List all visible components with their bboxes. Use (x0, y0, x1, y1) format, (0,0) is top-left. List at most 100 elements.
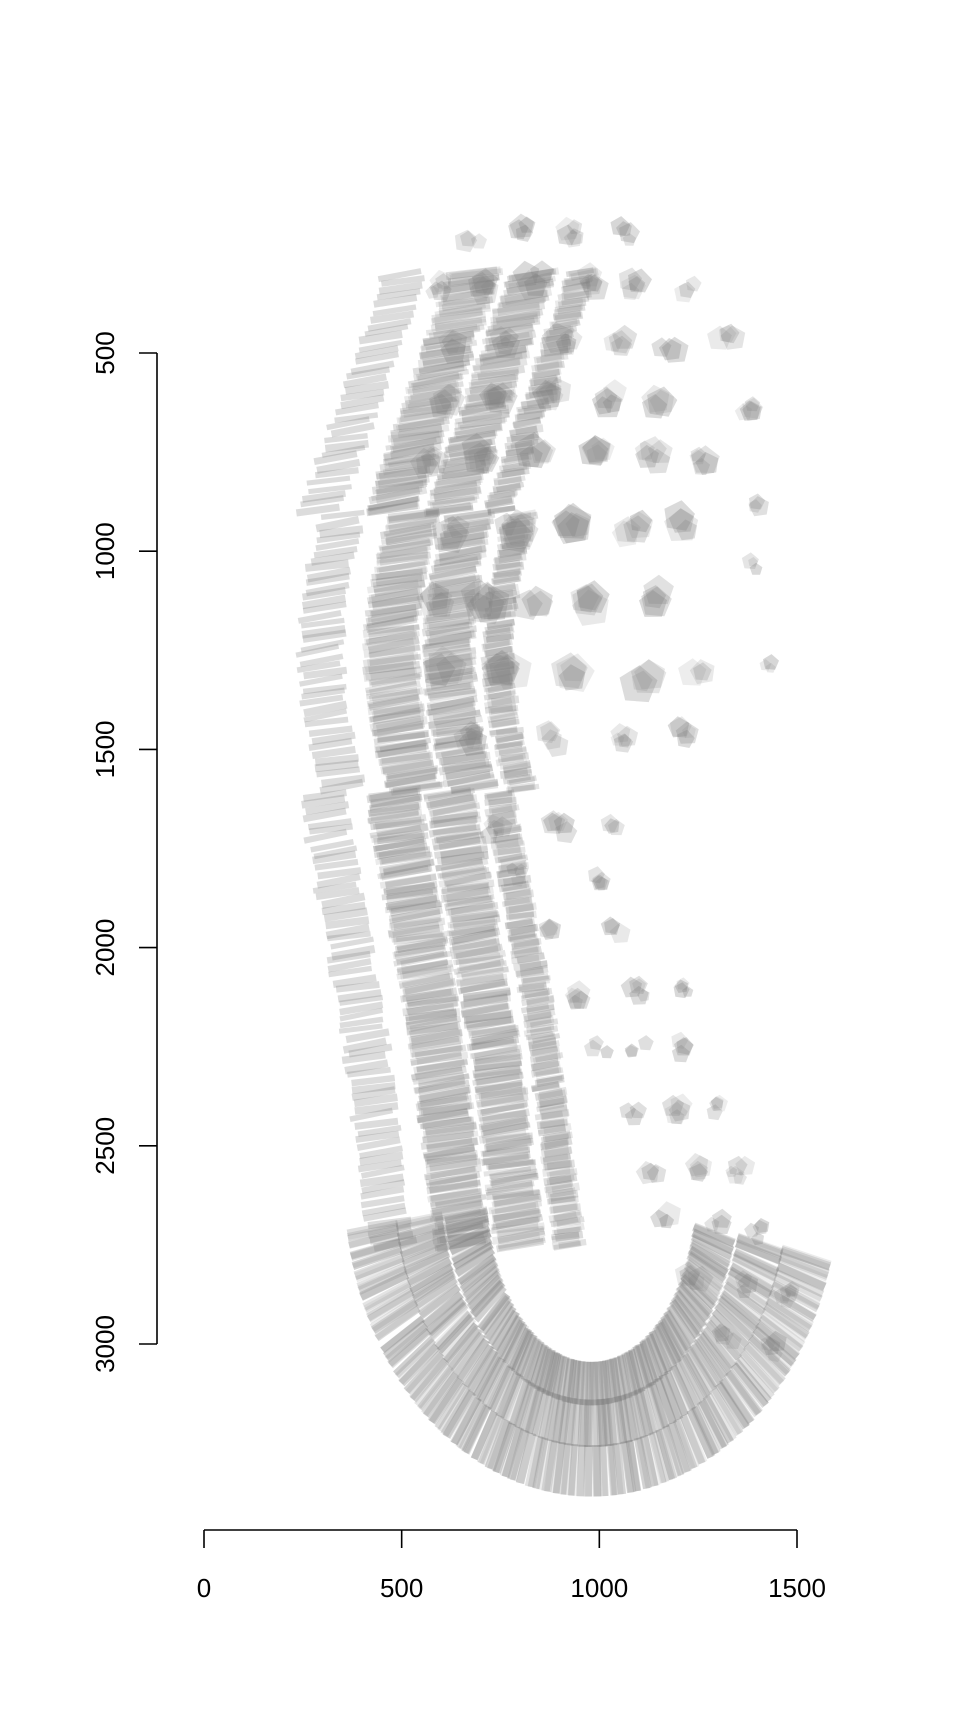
band-tick (490, 695, 520, 706)
band-tick (417, 369, 470, 381)
heel-bar (443, 1322, 479, 1363)
band-tick (447, 273, 500, 286)
band-tick (506, 278, 555, 296)
band-tick (420, 1100, 473, 1116)
heel-bar (398, 1343, 441, 1387)
band-tick (488, 1159, 537, 1170)
tread-lug (545, 734, 569, 757)
band-tick (419, 1116, 472, 1130)
band-tick (384, 873, 437, 889)
heel-bar (663, 1369, 689, 1417)
band-tick (432, 823, 481, 836)
band-tick (425, 339, 478, 353)
band-tick (376, 842, 429, 860)
band-tick (530, 375, 559, 387)
band-tick (302, 683, 347, 695)
band-tick (486, 695, 516, 708)
heel-bar (648, 1381, 669, 1429)
band-tick (369, 707, 422, 723)
band-tick (461, 409, 510, 423)
band-tick (447, 900, 496, 916)
band-tick (431, 493, 480, 509)
heel-bar (363, 1283, 414, 1317)
band-tick (497, 547, 526, 557)
band-tick (529, 374, 558, 387)
band-tick (487, 490, 516, 502)
tread-lug (512, 260, 540, 288)
tread-lug (604, 918, 620, 934)
heel-bar (357, 1265, 408, 1295)
heel-bar (447, 1224, 491, 1248)
band-tick (434, 1216, 487, 1228)
tread-lug (468, 271, 495, 299)
band-tick (500, 862, 530, 873)
heel-bar (544, 1440, 559, 1493)
band-tick (379, 851, 432, 866)
heel-bar (551, 1354, 567, 1400)
band-tick (433, 580, 482, 598)
heel-bar (446, 1219, 490, 1241)
heel-bar (434, 1382, 468, 1430)
heel-bar (686, 1250, 727, 1282)
heel-bar (533, 1346, 552, 1390)
band-tick (401, 959, 454, 975)
tread-lug (570, 584, 600, 613)
heel-bar (527, 1435, 546, 1489)
band-tick (434, 730, 483, 746)
heel-bar (476, 1413, 503, 1464)
tread-lug (594, 386, 618, 409)
band-tick (505, 446, 534, 457)
band-tick (362, 651, 415, 668)
band-tick (417, 1110, 470, 1124)
heel-bar (403, 1350, 444, 1394)
band-tick (440, 538, 489, 551)
band-tick (423, 1143, 476, 1162)
heel-bar (735, 1241, 782, 1265)
tread-lug (538, 918, 559, 939)
tread-lug (536, 720, 559, 744)
band-tick (561, 296, 590, 306)
band-tick (365, 667, 418, 681)
heel-bar (562, 1358, 575, 1403)
band-tick (492, 559, 521, 571)
tread-lug (539, 918, 561, 940)
band-tick (533, 1067, 562, 1077)
band-tick (434, 302, 487, 318)
band-tick (473, 1059, 522, 1072)
heel-bar (714, 1302, 754, 1342)
band-tick (422, 332, 475, 346)
heel-bar (456, 1400, 487, 1451)
band-tick (407, 996, 460, 1008)
heel-bar (641, 1337, 664, 1382)
band-tick (488, 688, 517, 700)
heel-bar (678, 1278, 714, 1315)
band-tick (551, 1231, 580, 1243)
band-tick (369, 1230, 414, 1245)
band-tick (488, 1164, 537, 1180)
tread-lug (641, 384, 670, 413)
band-tick (496, 866, 525, 879)
heel-bar (648, 1432, 667, 1484)
heel-bar (445, 1214, 490, 1235)
band-tick (312, 850, 357, 865)
band-tick (412, 381, 464, 396)
heel-bar (649, 1329, 674, 1373)
tread-lug (572, 589, 609, 626)
heel-bar (559, 1442, 571, 1495)
band-tick (502, 762, 531, 773)
band-tick (534, 1075, 563, 1086)
tread-lug (471, 275, 491, 295)
band-tick (445, 903, 494, 916)
tread-lug (610, 723, 631, 743)
band-tick (493, 553, 522, 564)
band-tick (513, 946, 543, 959)
heel-bar (677, 1357, 706, 1403)
band-tick (402, 1002, 455, 1017)
tread-lug (682, 724, 696, 739)
band-tick (405, 1013, 458, 1030)
band-tick (410, 1052, 463, 1066)
tread-lug (559, 327, 583, 350)
band-tick (553, 1240, 582, 1251)
tread-lug (676, 1037, 694, 1055)
heel-bar (670, 1364, 697, 1411)
